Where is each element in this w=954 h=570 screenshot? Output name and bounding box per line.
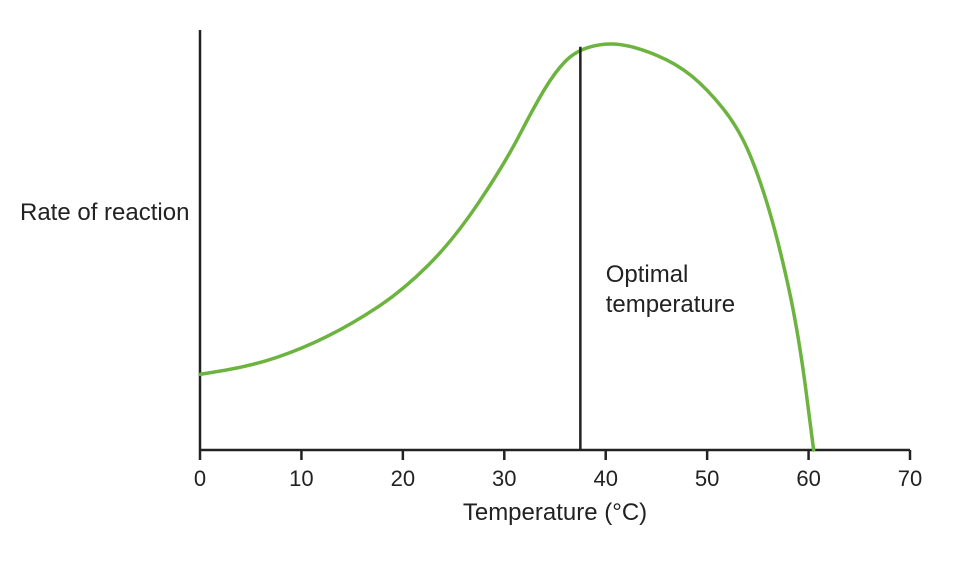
optimal-temperature-label-line2: temperature <box>606 291 735 318</box>
x-tick-label: 10 <box>289 466 313 491</box>
x-tick-label: 50 <box>695 466 719 491</box>
enzyme-activity-chart: 0 10 20 30 40 50 60 70 Temperature (°C) Rate of r… <box>0 0 954 570</box>
optimal-temperature-label-line1: Optimal <box>606 261 689 288</box>
x-tick-label: 40 <box>593 466 617 491</box>
x-tick-label: 20 <box>391 466 415 491</box>
x-tick-label: 70 <box>898 466 922 491</box>
x-axis-label: Temperature (°C) <box>463 499 647 526</box>
x-tick-label: 0 <box>194 466 206 491</box>
y-axis-label: Rate of reaction <box>20 199 189 226</box>
chart-container: { "chart": { "type": "line", "width_px":… <box>0 0 954 570</box>
x-tick-label: 60 <box>796 466 820 491</box>
x-tick-label: 30 <box>492 466 516 491</box>
